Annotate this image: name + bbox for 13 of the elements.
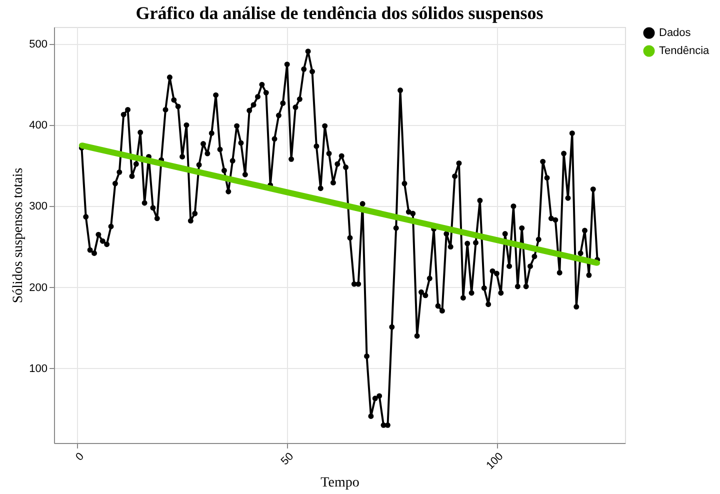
x-tick-label: 100: [484, 450, 506, 472]
y-tick-label: 500: [29, 38, 48, 51]
chart-title: Gráfico da análise de tendência dos sólidos suspensos: [136, 3, 544, 23]
y-tick-label: 100: [29, 362, 48, 375]
legend-label: Dados: [659, 27, 692, 39]
x-axis-title: Tempo: [320, 475, 360, 490]
y-tick-label: 200: [29, 282, 48, 294]
y-tick-label: 300: [29, 200, 48, 213]
x-tick-label: 0: [74, 450, 86, 464]
x-tick-label: 50: [278, 450, 296, 468]
legend-label: Tendência: [659, 45, 710, 57]
y-tick-label: 400: [29, 120, 48, 132]
y-axis-title: Sólidos suspensos totais: [11, 168, 26, 304]
